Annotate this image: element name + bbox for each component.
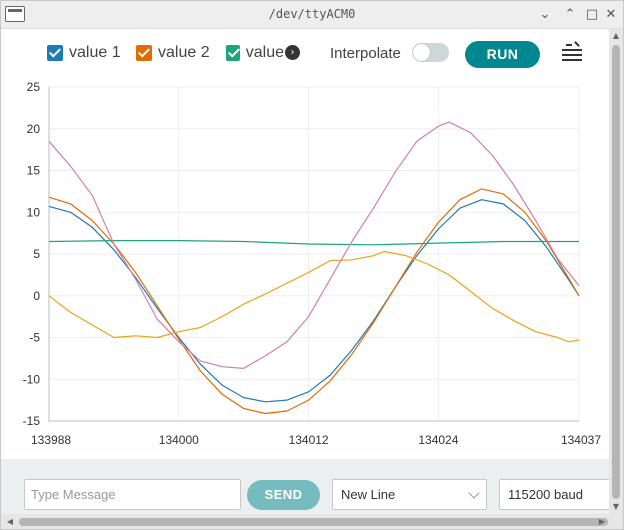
app-icon — [5, 6, 25, 22]
legend-label: value 2 — [158, 44, 210, 61]
legend-checkbox[interactable] — [47, 45, 63, 61]
scroll-right-icon[interactable]: ▶ — [598, 517, 606, 526]
chevron-down-icon — [468, 487, 480, 499]
y-tick-label: 15 — [27, 164, 41, 178]
series-line-1 — [48, 199, 580, 403]
legend-label: value — [245, 44, 284, 61]
baud-rate-select[interactable]: 115200 baud — [499, 479, 611, 510]
chevron-up-icon[interactable]: ⌃ — [564, 7, 576, 22]
title-bar: /dev/ttyACM0 ⌄ ⌃ □ ✕ — [1, 1, 623, 29]
run-button[interactable]: RUN — [465, 41, 540, 68]
y-tick-label: 25 — [27, 80, 41, 94]
line-chart: 25 20 15 10 5 0 -5 -10 -15 133988 134000 134012 1340… — [23, 80, 602, 447]
y-tick-label: 0 — [33, 289, 40, 303]
series-line-4 — [48, 250, 580, 343]
legend-item-value-1[interactable]: value 1 — [47, 43, 121, 63]
y-tick-label: 10 — [27, 205, 41, 219]
x-tick-label: 134012 — [289, 433, 329, 447]
legend-checkbox[interactable] — [226, 45, 240, 61]
interpolate-label: Interpolate — [330, 45, 401, 62]
vertical-scrollbar[interactable]: ▲ ▼ — [609, 29, 623, 514]
message-input[interactable] — [24, 479, 241, 510]
legend-item-value-3[interactable]: value — [226, 43, 284, 63]
chevron-right-icon[interactable]: › — [285, 45, 300, 60]
series-line-3 — [48, 240, 579, 246]
legend-checkbox[interactable] — [136, 45, 152, 61]
y-tick-label: -15 — [23, 414, 41, 428]
send-button[interactable]: SEND — [247, 480, 320, 510]
y-tick-label: -10 — [23, 372, 41, 386]
scroll-up-icon[interactable]: ▲ — [612, 31, 620, 40]
x-tick-label: 134037 — [561, 433, 601, 447]
y-tick-label: 20 — [27, 122, 41, 136]
message-bar: SEND New Line 115200 baud — [1, 459, 611, 514]
chevron-down-icon[interactable]: ⌄ — [539, 7, 551, 22]
scrollbar-thumb[interactable] — [19, 518, 608, 526]
scroll-down-icon[interactable]: ▼ — [612, 502, 620, 511]
x-tick-label: 134024 — [418, 433, 458, 447]
series-line-5 — [48, 121, 580, 369]
interpolate-toggle[interactable] — [412, 43, 449, 62]
line-ending-select[interactable]: New Line — [332, 479, 487, 510]
window-title: /dev/ttyACM0 — [268, 7, 356, 21]
y-tick-label: -5 — [29, 331, 40, 345]
x-tick-label: 134000 — [159, 433, 199, 447]
plot-area: 25 20 15 10 5 0 -5 -10 -15 133988 134000 134012 1340… — [1, 79, 609, 459]
horizontal-scrollbar[interactable]: ◀ ▶ — [1, 514, 623, 529]
plotter-toolbar: value 1 value 2 value › Interpolate RUN — [1, 29, 609, 79]
toggle-knob — [413, 44, 430, 61]
close-icon[interactable]: ✕ — [605, 7, 617, 22]
x-tick-label: 133988 — [31, 433, 71, 447]
square-icon[interactable]: □ — [585, 7, 599, 22]
y-tick-label: 5 — [33, 247, 40, 261]
clear-list-icon[interactable] — [562, 41, 582, 62]
line-ending-value: New Line — [341, 487, 396, 502]
legend-item-value-2[interactable]: value 2 — [136, 43, 210, 63]
series-line-2 — [48, 188, 580, 415]
baud-rate-value: 115200 baud — [508, 487, 583, 502]
legend-label: value 1 — [69, 44, 121, 61]
scroll-left-icon[interactable]: ◀ — [6, 517, 14, 526]
scrollbar-thumb[interactable] — [612, 45, 620, 499]
